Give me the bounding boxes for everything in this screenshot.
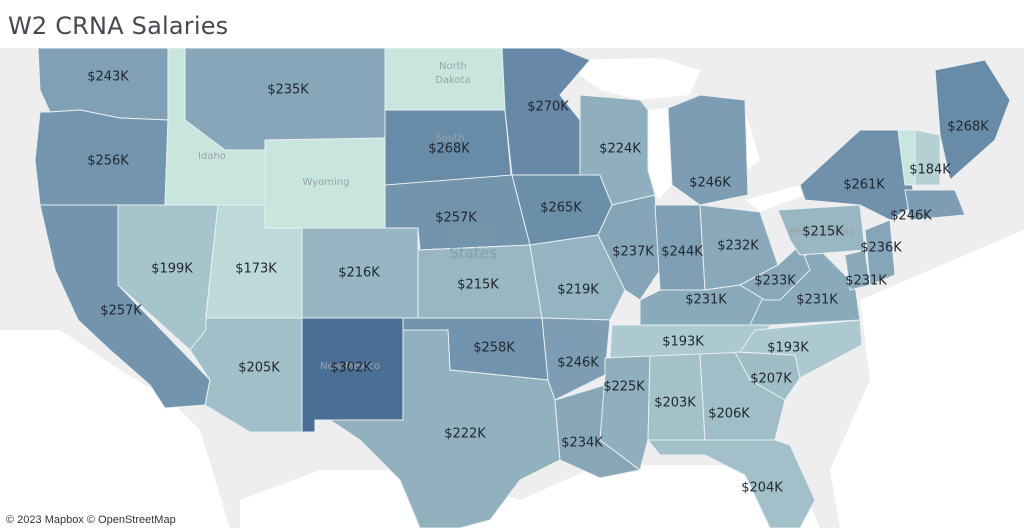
country-label-line2: States (449, 244, 497, 262)
country-label-line1: United (448, 224, 497, 242)
state-ma[interactable] (904, 189, 966, 221)
value-label-nj: $236K (860, 241, 902, 256)
value-label-fl: $204K (741, 481, 783, 496)
value-label-oh: $232K (717, 239, 759, 254)
ghost-label-pa: Pennsylvania (789, 227, 855, 238)
state-layer[interactable] (34, 48, 1011, 528)
state-nh[interactable] (914, 129, 941, 186)
value-label-la: $234K (561, 436, 603, 451)
value-label-ks: $215K (457, 278, 499, 293)
value-label-ok: $258K (473, 341, 515, 356)
value-label-ia: $265K (540, 201, 582, 216)
ghost-label-nd-1: North (439, 61, 467, 72)
value-label-de: $231K (845, 274, 887, 289)
state-wv[interactable] (738, 244, 811, 301)
value-label-tn: $193K (662, 335, 704, 350)
state-nj[interactable] (864, 219, 896, 286)
choropleth-map[interactable]: North Dakota South Idaho Wyoming New Mex… (0, 48, 1024, 528)
value-label-ne: $257K (435, 211, 477, 226)
value-label-va: $231K (796, 293, 838, 308)
ghost-label-nd-2: Dakota (435, 75, 470, 86)
value-label-ms: $225K (603, 380, 645, 395)
value-label-mt: $235K (267, 83, 309, 98)
value-label-ca: $257K (100, 304, 142, 319)
value-label-sc: $207K (750, 372, 792, 387)
state-pa[interactable] (777, 204, 866, 256)
value-label-ar: $246K (557, 356, 599, 371)
gulf-of-mexico (240, 465, 820, 528)
value-label-ny: $261K (843, 178, 885, 193)
value-label-in: $244K (661, 245, 703, 260)
value-label-nm: $302K (330, 361, 372, 376)
map-canvas[interactable]: North Dakota South Idaho Wyoming New Mex… (0, 48, 1024, 528)
value-label-or: $256K (87, 154, 129, 169)
value-label-ma: $246K (890, 209, 932, 224)
value-label-sd: $268K (428, 142, 470, 157)
lake-erie (745, 185, 805, 212)
state-mo[interactable] (529, 234, 626, 321)
value-label-az: $205K (238, 361, 280, 376)
pacific-ocean (0, 330, 230, 528)
value-label-nh: $184K (909, 163, 951, 178)
value-label-mn: $270K (527, 100, 569, 115)
ghost-label-wy: Wyoming (303, 177, 350, 188)
state-ar[interactable] (541, 317, 611, 401)
value-label-al: $203K (654, 396, 696, 411)
state-ny[interactable] (799, 129, 916, 221)
ghost-label-id: Idaho (198, 151, 226, 162)
lake-superior (560, 58, 700, 100)
value-label-ga: $206K (708, 407, 750, 422)
value-label-nc: $193K (767, 341, 809, 356)
value-label-wv: $233K (754, 274, 796, 289)
ghost-label-nm: New Mexico (320, 361, 380, 372)
value-labels: $243K $256K $257K $199K $235K $173K $205… (87, 70, 989, 496)
map-attribution[interactable]: © 2023 Mapbox © OpenStreetMap (6, 514, 176, 526)
lake-michigan (648, 108, 672, 200)
map-title: W2 CRNA Salaries (8, 12, 229, 40)
value-label-wa: $243K (87, 70, 129, 85)
state-me[interactable] (934, 59, 1011, 181)
state-tx[interactable] (315, 329, 561, 528)
value-label-pa: $215K (802, 225, 844, 240)
atlantic-ocean (830, 230, 1024, 528)
value-label-wi: $224K (599, 142, 641, 157)
value-label-nv: $199K (151, 262, 193, 277)
value-label-tx: $222K (444, 427, 486, 442)
value-label-ut: $173K (235, 262, 277, 277)
value-label-il: $237K (612, 245, 654, 260)
value-label-mo: $219K (557, 283, 599, 298)
value-label-mi: $246K (689, 176, 731, 191)
value-label-co: $216K (338, 266, 380, 281)
state-fl[interactable] (646, 439, 816, 528)
value-label-me: $268K (947, 120, 989, 135)
state-mt[interactable] (184, 48, 386, 151)
state-de[interactable] (844, 249, 871, 291)
ghost-label-sd: South (435, 133, 464, 144)
value-label-ky: $231K (685, 293, 727, 308)
